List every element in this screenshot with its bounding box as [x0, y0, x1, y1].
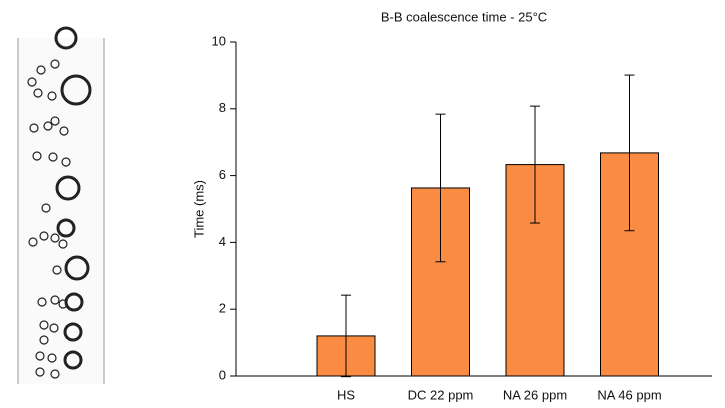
x-tick-label: HS [337, 387, 355, 402]
bubble [54, 26, 78, 50]
bubble [56, 218, 76, 238]
bubble [41, 203, 51, 213]
bubble [61, 157, 71, 167]
y-tick-label: 10 [212, 33, 226, 48]
bubble [50, 59, 60, 69]
bubble [37, 297, 47, 307]
bubble [63, 350, 83, 370]
bubble [49, 323, 59, 333]
bubble [33, 88, 43, 98]
y-tick-label: 4 [219, 234, 226, 249]
bubble [36, 65, 46, 75]
bubble-photo [17, 26, 105, 384]
y-axis-label: Time (ms) [191, 180, 206, 238]
bubble [50, 295, 60, 305]
bubble [63, 322, 83, 342]
bubble [50, 233, 60, 243]
y-tick-label: 2 [219, 301, 226, 316]
bubble [50, 116, 60, 126]
bubble [50, 369, 60, 379]
bubble [58, 239, 68, 249]
bubble [48, 152, 58, 162]
bubble [39, 231, 49, 241]
bubble [29, 123, 39, 133]
bubble [59, 126, 69, 136]
bubble [35, 367, 45, 377]
x-tick-label: NA 26 ppm [503, 387, 567, 402]
bubble [39, 335, 49, 345]
bubble [35, 351, 45, 361]
bubble [52, 265, 62, 275]
bubble [32, 151, 42, 161]
bubble [27, 77, 37, 87]
bubble [28, 237, 38, 247]
bubble [64, 255, 90, 281]
bubble [47, 91, 57, 101]
y-tick-label: 0 [219, 367, 226, 382]
bubble [43, 121, 53, 131]
bubble [60, 74, 92, 106]
bubble [58, 299, 68, 309]
chart-title: B-B coalescence time - 25°C [381, 9, 547, 24]
y-tick-label: 6 [219, 167, 226, 182]
x-tick-label: DC 22 ppm [408, 387, 474, 402]
bubble [39, 320, 49, 330]
x-tick-label: NA 46 ppm [597, 387, 661, 402]
bubble [55, 175, 81, 201]
bubble [47, 353, 57, 363]
y-tick-label: 8 [219, 100, 226, 115]
